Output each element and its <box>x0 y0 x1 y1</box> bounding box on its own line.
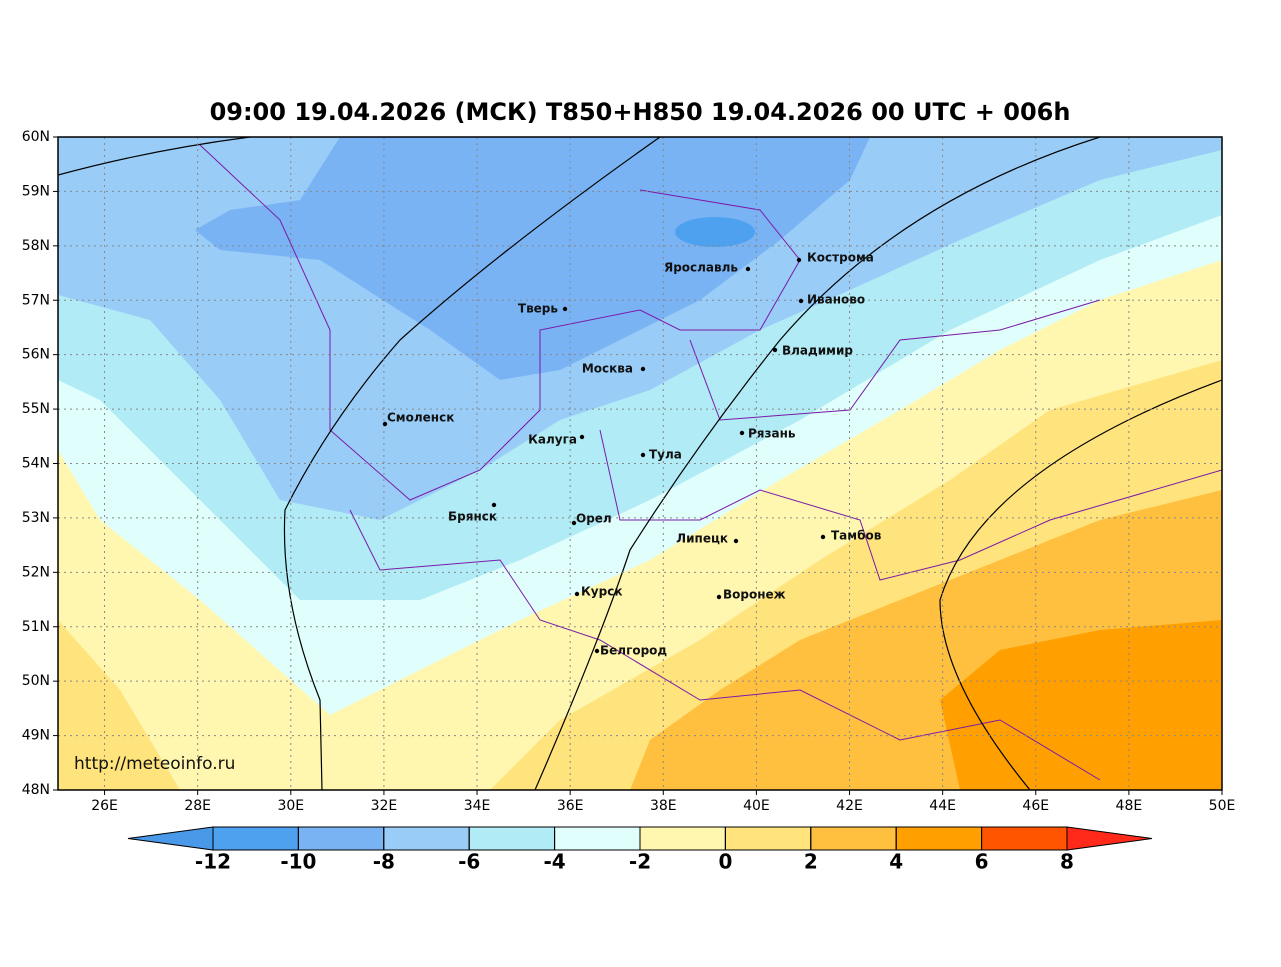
colorbar-segment <box>212 826 299 851</box>
colorbar-label: -4 <box>543 850 565 874</box>
lon-label: 34E <box>464 798 491 814</box>
city-dot <box>796 257 802 263</box>
city-dot <box>739 430 745 436</box>
colorbar-label: -8 <box>373 850 395 874</box>
colorbar-segment <box>554 826 641 851</box>
city-label: Рязань <box>748 427 796 441</box>
colorbar-segment <box>724 826 812 851</box>
lat-label: 50N <box>22 673 50 689</box>
city-label: Смоленск <box>387 411 454 425</box>
lat-label: 54N <box>22 456 50 472</box>
city-label: Кострома <box>807 251 874 265</box>
colorbar-label: -12 <box>195 850 231 874</box>
city-dot <box>382 421 388 427</box>
lon-label: 48E <box>1116 798 1143 814</box>
colorbar-label: -10 <box>280 850 316 874</box>
colorbar-label: 6 <box>975 850 989 874</box>
city-dot <box>574 591 580 597</box>
lat-label: 51N <box>22 619 50 635</box>
lon-label: 50E <box>1209 798 1236 814</box>
colorbar-segment <box>810 826 897 851</box>
city-label: Москва <box>582 362 633 376</box>
city-label: Иваново <box>807 293 865 307</box>
city-dot <box>640 452 646 458</box>
lon-label: 38E <box>650 798 677 814</box>
city-label: Брянск <box>448 510 497 524</box>
city-label: Липецк <box>676 532 728 546</box>
lat-label: 52N <box>22 564 50 580</box>
city-label: Владимир <box>782 344 853 358</box>
city-dot <box>579 434 585 440</box>
title: 09:00 19.04.2026 (МСК) T850+H850 19.04.2… <box>210 98 1071 126</box>
colorbar-segment <box>895 826 983 851</box>
colorbar-label: 2 <box>804 850 818 874</box>
watermark: http://meteoinfo.ru <box>74 754 235 774</box>
lat-label: 58N <box>22 238 50 254</box>
colorbar-segment <box>468 826 556 851</box>
city-label: Белгород <box>600 644 667 658</box>
lon-label: 32E <box>371 798 398 814</box>
lat-label: 53N <box>22 510 50 526</box>
city-label: Курск <box>581 585 622 599</box>
city-dot <box>491 502 497 508</box>
lon-label: 28E <box>184 798 211 814</box>
colorbar-arrow <box>1066 826 1153 851</box>
lon-label: 40E <box>743 798 770 814</box>
colorbar-label: -2 <box>629 850 651 874</box>
lon-label: 44E <box>929 798 956 814</box>
lon-label: 36E <box>557 798 584 814</box>
city-dot <box>820 534 826 540</box>
city-dot <box>733 538 739 544</box>
city-dot <box>594 648 600 654</box>
lat-label: 49N <box>22 728 50 744</box>
lon-label: 26E <box>91 798 118 814</box>
colorbar-segment <box>383 826 470 851</box>
colorbar-arrow <box>127 826 214 851</box>
lat-label: 60N <box>22 129 50 145</box>
lat-label: 59N <box>22 183 50 199</box>
city-dot <box>562 306 568 312</box>
lon-label: 46E <box>1022 798 1049 814</box>
city-label: Калуга <box>528 433 577 447</box>
city-label: Тверь <box>518 302 559 316</box>
lon-label: 30E <box>277 798 304 814</box>
city-dot <box>716 594 722 600</box>
city-label: Ярославль <box>664 261 738 275</box>
colorbar-label: 8 <box>1060 850 1074 874</box>
lon-label: 42E <box>836 798 863 814</box>
map-frame <box>57 136 1223 791</box>
city-dot <box>798 298 804 304</box>
city-dot <box>745 266 751 272</box>
colorbar-label: 4 <box>889 850 903 874</box>
colorbar-segment <box>981 826 1068 851</box>
lat-label: 48N <box>22 782 50 798</box>
colorbar: -12 -10 -8 -6 -4 -2 0 2 4 6 8 <box>127 826 1153 874</box>
city-dot <box>640 366 646 372</box>
city-label: Воронеж <box>723 588 786 602</box>
colorbar-segment <box>639 826 726 851</box>
city-label: Орел <box>576 512 612 526</box>
city-label: Тамбов <box>831 529 882 543</box>
colorbar-label: 0 <box>718 850 732 874</box>
lat-label: 55N <box>22 401 50 417</box>
city-dot <box>571 520 577 526</box>
lat-label: 56N <box>22 347 50 363</box>
city-label: Тула <box>649 448 682 462</box>
colorbar-segment <box>297 826 385 851</box>
colorbar-label: -6 <box>458 850 480 874</box>
lat-label: 57N <box>22 292 50 308</box>
city-dot <box>772 347 778 353</box>
